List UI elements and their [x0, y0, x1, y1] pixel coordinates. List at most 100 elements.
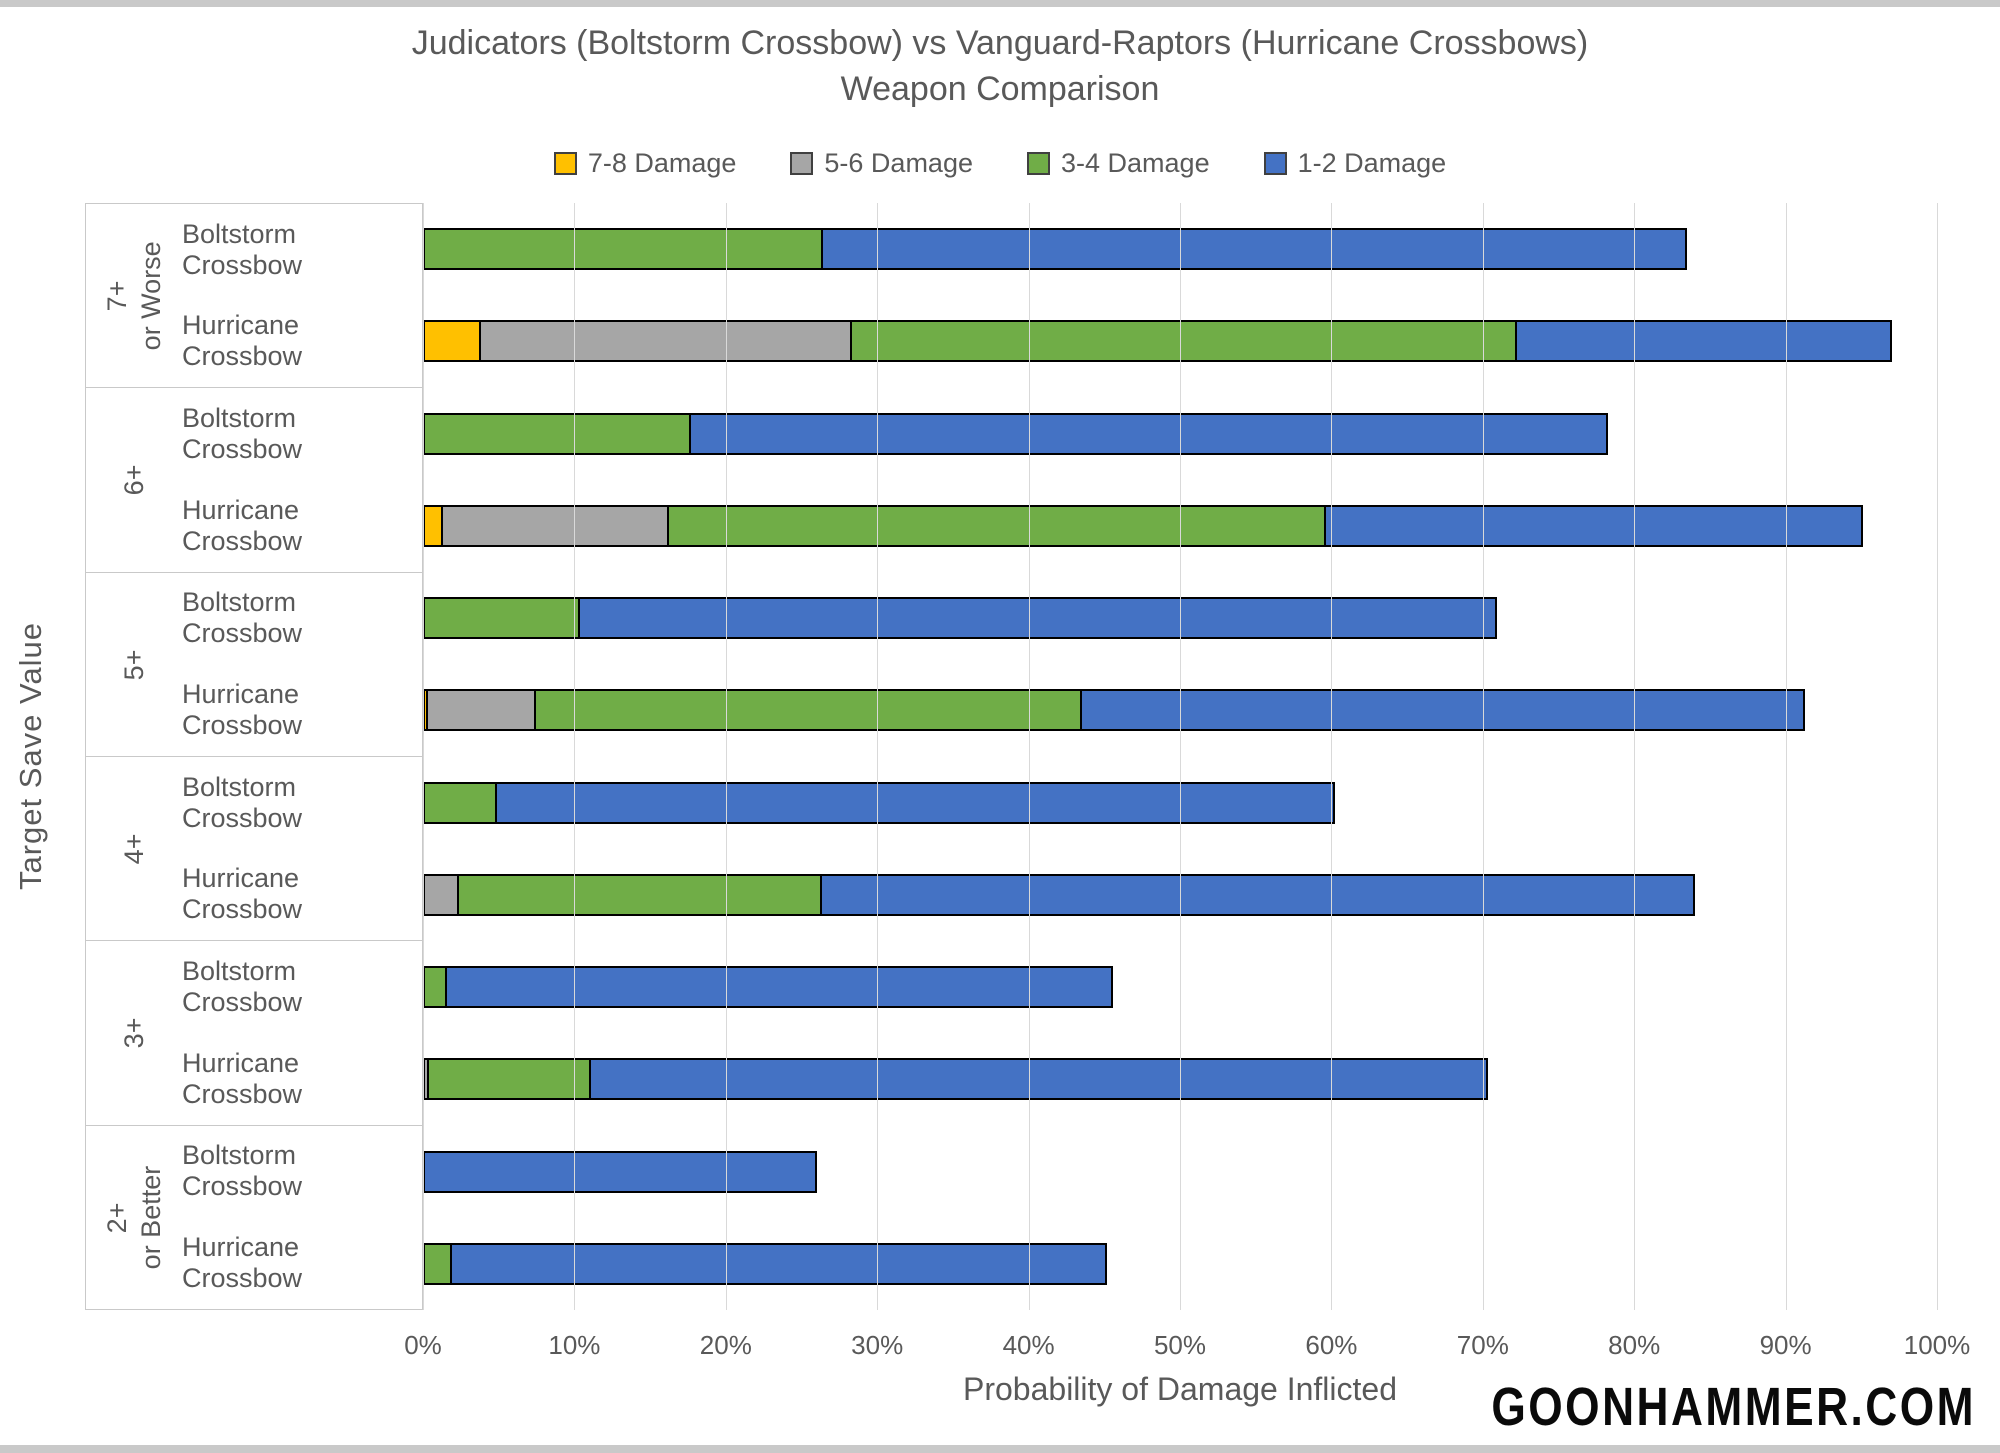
save-value-label: 5+: [119, 648, 149, 680]
legend: 7-8 Damage 5-6 Damage 3-4 Damage 1-2 Damage: [0, 148, 2000, 179]
legend-swatch-icon: [553, 152, 577, 175]
weapon-name-label: Hurricane Crossbow: [182, 310, 303, 372]
chart-title-line-1: Judicators (Boltstorm Crossbow) vs Vangu…: [411, 24, 1589, 62]
bar-row: [423, 664, 1937, 756]
stacked-bar: [423, 320, 1898, 363]
save-value-label: 4+: [119, 833, 149, 865]
bar-row: [423, 1218, 1937, 1310]
bar-segment-3-4-damage: [427, 1058, 591, 1101]
x-tick-label: 30%: [851, 1330, 904, 1360]
plot-area: [423, 203, 1938, 1310]
bar-segment-3-4-damage: [423, 1242, 452, 1285]
save-value-label: 2+ or Better: [102, 1165, 166, 1270]
bar-row: [423, 1033, 1937, 1125]
bar-row: [423, 480, 1937, 572]
save-group-cell: 2+ or Better Boltstorm Crossbow Hurricane …: [86, 1126, 422, 1309]
weapon-name-label: Hurricane Crossbow: [182, 1232, 303, 1294]
chart-area: Target Save Value 7+ or Worse Boltstorm C…: [13, 203, 1970, 1407]
stacked-bar: [423, 412, 1610, 455]
bar-segment-3-4-damage: [850, 320, 1517, 363]
stacked-bar: [423, 1150, 817, 1193]
gridline: [725, 203, 727, 1310]
legend-label: 5-6 Damage: [824, 148, 973, 178]
x-tick-label: 80%: [1608, 1330, 1661, 1360]
weapon-name-label: Hurricane Crossbow: [182, 863, 303, 925]
gridline: [1937, 203, 1938, 1310]
bar-row: [423, 572, 1937, 664]
x-tick-label: 20%: [699, 1330, 752, 1360]
bar-row: [423, 849, 1937, 941]
stacked-bar: [423, 504, 1869, 547]
bar-row: [423, 941, 1937, 1033]
bar-segment-1-2-damage: [495, 781, 1336, 824]
weapon-name-label: Boltstorm Crossbow: [182, 403, 303, 465]
save-group-cell: 5+ Boltstorm Crossbow Hurricane Crossbow: [86, 573, 422, 757]
x-axis-ticks: 0% 10% 20% 30% 40% 50% 60% 70% 80% 90% 100%: [404, 1330, 1970, 1366]
bar-segment-3-4-damage: [457, 873, 823, 916]
weapon-name-label: Boltstorm Crossbow: [182, 771, 303, 833]
save-group-cell: 6+ Boltstorm Crossbow Hurricane Crossbow: [86, 388, 422, 573]
legend-label: 7-8 Damage: [587, 148, 737, 178]
gridline: [1028, 203, 1030, 1310]
bar-segment-5-6-damage: [478, 320, 853, 363]
weapon-name-label: Hurricane Crossbow: [182, 679, 303, 741]
y-axis-title: Target Save Value: [13, 621, 48, 891]
stacked-bar: [423, 1058, 1492, 1101]
category-label-panel: 7+ or Worse Boltstorm Crossbow Hurricane C…: [85, 203, 423, 1310]
legend-item: 1-2 Damage: [1263, 148, 1446, 179]
x-tick-label: 60%: [1305, 1330, 1358, 1360]
save-value-label: 6+: [119, 464, 149, 496]
weapon-name-label: Boltstorm Crossbow: [182, 587, 303, 649]
x-tick-label: 90%: [1759, 1330, 1812, 1360]
gridline: [1482, 203, 1484, 1310]
gridline: [423, 203, 424, 1310]
bar-segment-1-2-damage: [445, 966, 1113, 1009]
goonhammer-watermark: GOONHAMMER.COM: [1491, 1377, 1976, 1437]
save-value-label: 3+: [119, 1017, 149, 1049]
x-tick-label: 10%: [548, 1330, 601, 1360]
gridline: [1180, 203, 1181, 1310]
x-tick-label: 40%: [1002, 1330, 1055, 1360]
bar-segment-7-8-damage: [423, 320, 481, 363]
gridline: [877, 203, 879, 1310]
bar-segment-1-2-damage: [688, 412, 1608, 455]
stacked-bar: [423, 1242, 1109, 1285]
bar-row: [423, 757, 1937, 849]
bar-segment-3-4-damage: [534, 689, 1083, 732]
weapon-name-label: Boltstorm Crossbow: [182, 1140, 303, 1202]
bar-row: [423, 1126, 1937, 1218]
bar-segment-1-2-damage: [820, 873, 1696, 916]
legend-item: 7-8 Damage: [553, 148, 737, 179]
bars-area: [423, 203, 1937, 1310]
weapon-name-label: Boltstorm Crossbow: [182, 956, 303, 1018]
x-tick-label: 50%: [1153, 1330, 1207, 1360]
bar-segment-1-2-damage: [588, 1058, 1488, 1101]
chart-title-line-2: Weapon Comparison: [840, 70, 1160, 108]
gridline: [574, 203, 576, 1310]
bar-segment-3-4-damage: [423, 597, 581, 640]
bar-segment-5-6-damage: [423, 873, 460, 916]
stacked-bar: [423, 597, 1499, 640]
save-group-cell: 4+ Boltstorm Crossbow Hurricane Crossbow: [86, 757, 422, 942]
stacked-bar: [423, 689, 1811, 732]
bar-segment-1-2-damage: [1080, 689, 1806, 732]
gridline: [1331, 203, 1333, 1310]
bar-segment-3-4-damage: [423, 966, 448, 1009]
x-tick-label: 70%: [1456, 1330, 1509, 1360]
weapon-name-label: Hurricane Crossbow: [182, 1047, 303, 1109]
legend-item: 5-6 Damage: [790, 148, 973, 179]
gridline: [1785, 203, 1787, 1310]
save-value-label: 7+ or Worse: [102, 241, 166, 351]
chart-title-block: Judicators (Boltstorm Crossbow) vs Vangu…: [0, 20, 2000, 112]
stacked-bar: [423, 228, 1689, 271]
bar-segment-5-6-damage: [440, 504, 670, 547]
bar-segment-3-4-damage: [423, 412, 691, 455]
bar-segment-5-6-damage: [425, 689, 537, 732]
bar-row: [423, 203, 1937, 295]
x-tick-label: 0%: [404, 1330, 442, 1360]
stacked-bar: [423, 781, 1337, 824]
bar-segment-1-2-damage: [449, 1242, 1107, 1285]
legend-swatch-icon: [790, 152, 814, 175]
bar-segment-3-4-damage: [423, 228, 823, 271]
